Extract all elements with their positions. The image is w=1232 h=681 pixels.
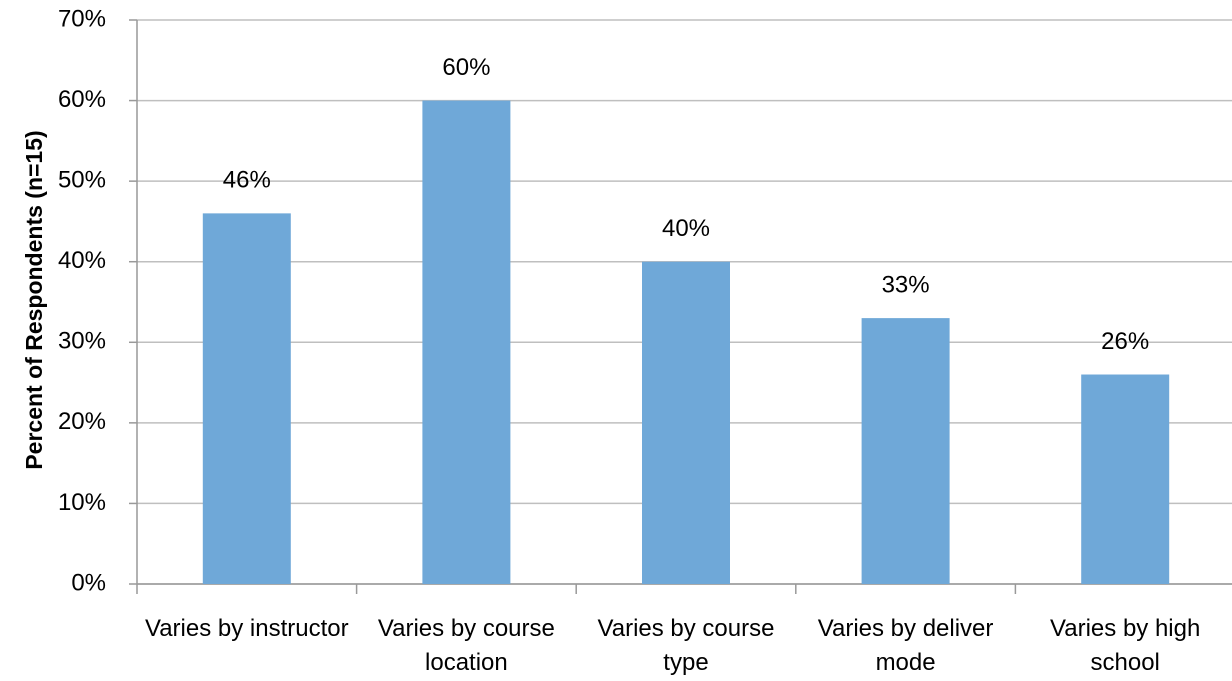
value-label: 46% (223, 167, 271, 194)
y-tick-label: 60% (58, 86, 106, 113)
y-tick-label: 50% (58, 166, 106, 193)
y-tick-label: 10% (58, 489, 106, 516)
x-tick-label: Varies by course location (377, 615, 555, 676)
bar (642, 261, 730, 584)
value-label: 60% (442, 54, 490, 81)
x-tick-label: Varies by course type (597, 615, 775, 676)
value-label: 33% (882, 271, 930, 298)
bar (422, 100, 511, 585)
y-axis-title: Percent of Respondents (n=15) (21, 130, 47, 469)
x-tick-label: Varies by instructor (144, 615, 349, 642)
bar (202, 213, 291, 584)
x-tick-label: Varies by high school (1050, 615, 1201, 676)
value-label: 26% (1101, 328, 1149, 355)
y-tick-label: 30% (58, 328, 106, 355)
y-tick-label: 0% (71, 569, 106, 596)
bar (1081, 374, 1170, 584)
value-label: 40% (662, 215, 710, 242)
y-tick-label: 20% (58, 408, 106, 435)
y-tick-label: 40% (58, 247, 106, 274)
bar (861, 318, 950, 584)
x-tick-label: Varies by deliver mode (817, 615, 994, 676)
y-tick-label: 70% (58, 5, 106, 32)
